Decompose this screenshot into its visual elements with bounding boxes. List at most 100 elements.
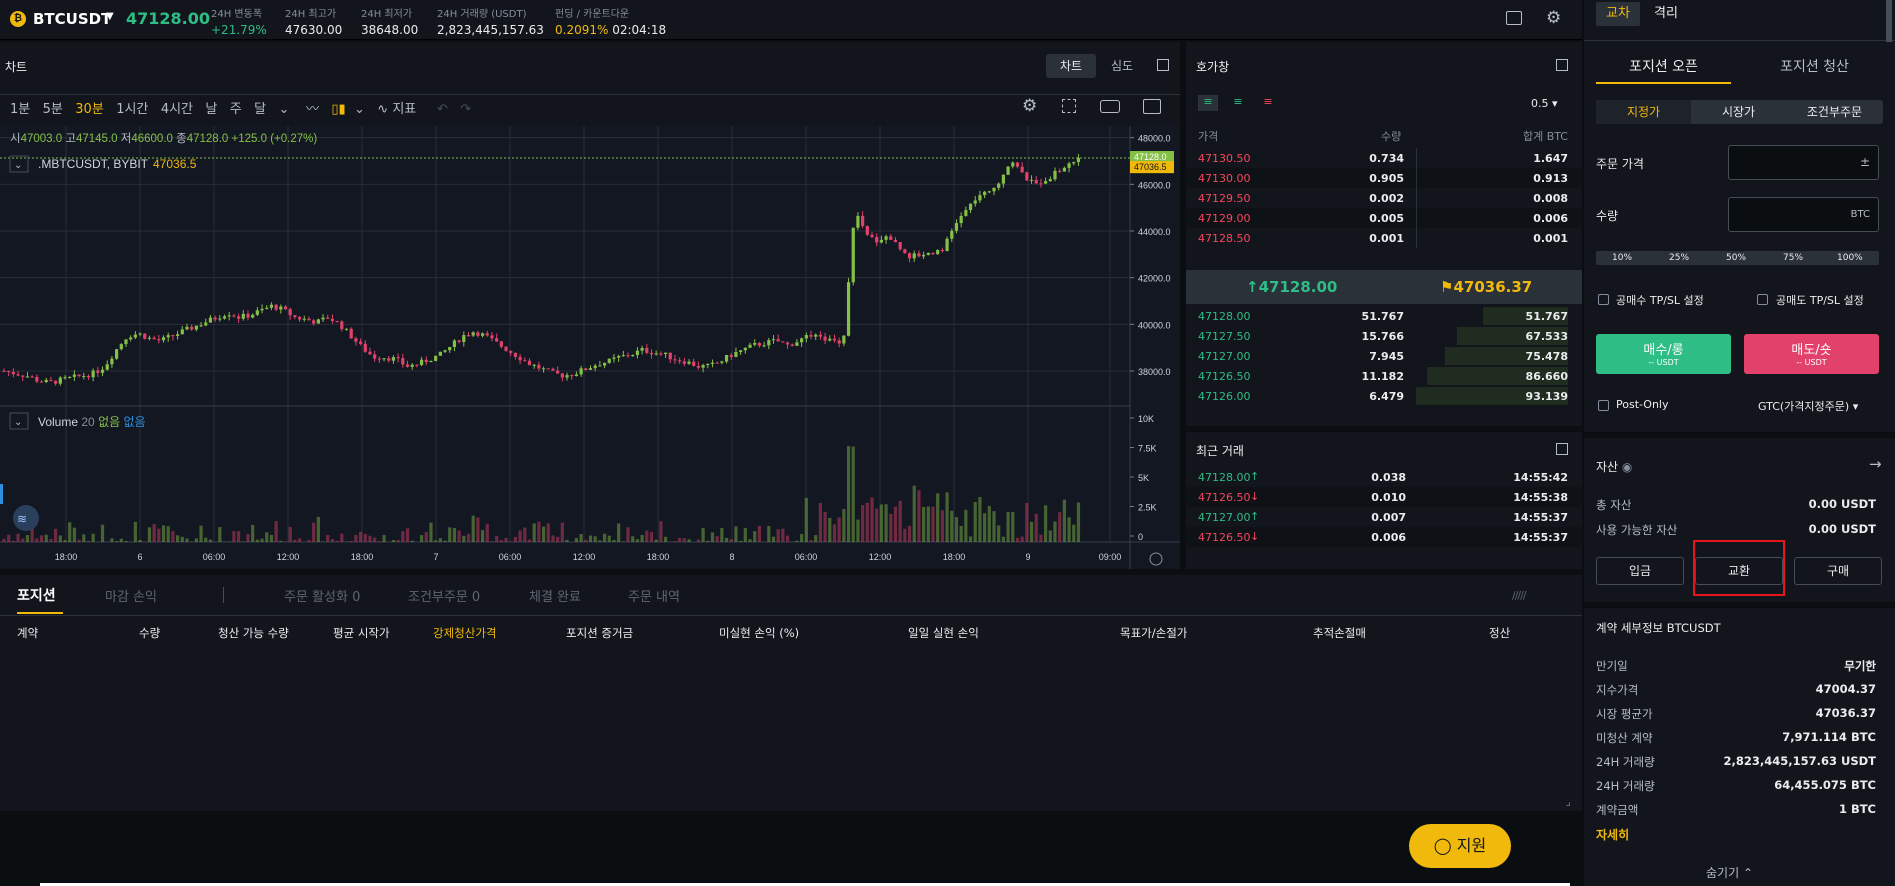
tab-active-orders[interactable]: 주문 활성화 0	[284, 590, 361, 605]
volume-bar	[729, 539, 733, 542]
more-link[interactable]: 자세히	[1596, 828, 1630, 842]
chevron-down-icon[interactable]: ⌄	[353, 102, 365, 117]
order-type-limit[interactable]: 지정가	[1596, 100, 1691, 124]
volume-bar	[954, 517, 959, 542]
expand-icon[interactable]	[1556, 59, 1568, 71]
bid-row[interactable]: 47127.50 15.766 67.533	[1186, 326, 1582, 346]
precision-select[interactable]: 0.5 ▾	[1531, 97, 1558, 110]
line-chart-icon[interactable]: 〰	[305, 102, 319, 117]
volume-bar	[349, 540, 353, 542]
tpsl-sell-checkbox[interactable]	[1757, 294, 1768, 305]
sell-short-button[interactable]: 매도/숏 -- USDT	[1744, 334, 1879, 374]
exchange-button[interactable]: 교환	[1695, 557, 1783, 585]
mode-cross[interactable]: 교차	[1596, 2, 1640, 26]
settings-icon[interactable]: ⚙	[1022, 96, 1038, 116]
indicator-button[interactable]: 지표	[392, 102, 417, 117]
bid-row[interactable]: 47126.00 6.479 93.139	[1186, 386, 1582, 406]
tab-close-position[interactable]: 포지션 청산	[1780, 59, 1849, 75]
pct-10[interactable]: 10%	[1612, 253, 1633, 263]
fullscreen-icon[interactable]	[1062, 99, 1076, 113]
volume-bar	[687, 539, 691, 542]
chart-title: 차트	[5, 60, 28, 74]
list-icon[interactable]	[1143, 99, 1161, 114]
candle-body	[499, 341, 503, 347]
filter-icon[interactable]: /////	[1512, 589, 1526, 602]
interval-month[interactable]: 달	[254, 102, 267, 117]
symbol-selector[interactable]: BTCUSDT	[33, 10, 112, 28]
bid-row[interactable]: 47126.50 11.182 86.660	[1186, 366, 1582, 386]
panel-scrollbar[interactable]	[1886, 0, 1892, 42]
tif-select[interactable]: GTC(가격지정주문) ▾	[1758, 400, 1859, 413]
order-type-market[interactable]: 시장가	[1721, 105, 1756, 119]
undo-icon[interactable]: ↶	[436, 102, 448, 117]
pct-50[interactable]: 50%	[1726, 253, 1747, 263]
chevron-down-icon[interactable]: ⌄	[278, 102, 290, 117]
buy-crypto-button[interactable]: 구매	[1794, 557, 1882, 585]
ask-row[interactable]: 47130.50 0.734 1.647	[1186, 148, 1582, 168]
tab-depth[interactable]: 심도	[1110, 59, 1134, 73]
layout-icon[interactable]	[1506, 11, 1522, 25]
col-price: 가격	[1198, 130, 1219, 143]
tpsl-buy-checkbox[interactable]	[1598, 294, 1609, 305]
chevron-down-icon[interactable]: ▼	[106, 11, 114, 22]
volume-bars	[2, 446, 1081, 542]
tab-positions[interactable]: 포지션	[17, 588, 56, 604]
tab-order-history[interactable]: 주문 내역	[628, 590, 680, 605]
volume-bar	[171, 531, 175, 542]
candle-body	[673, 359, 677, 361]
price-input[interactable]: ±	[1728, 145, 1879, 180]
qty-input[interactable]: BTC	[1728, 197, 1879, 232]
tab-closed-pnl[interactable]: 마감 손익	[105, 590, 157, 605]
view-asks-icon[interactable]: ≡	[1263, 95, 1273, 108]
mode-isolated[interactable]: 격리	[1654, 6, 1678, 21]
candlestick-icon[interactable]: ▯▮	[331, 102, 346, 117]
swap-icon[interactable]: ±	[1859, 155, 1870, 169]
candle-body	[865, 226, 869, 235]
interval-day[interactable]: 날	[205, 102, 218, 117]
camera-icon[interactable]	[1100, 100, 1120, 113]
tab-filled[interactable]: 체결 완료	[529, 590, 581, 605]
scrollbar[interactable]	[40, 883, 1570, 886]
deposit-button[interactable]: 입금	[1596, 557, 1684, 585]
tab-conditional[interactable]: 조건부주문 0	[408, 590, 481, 605]
eye-icon[interactable]: ◉	[1621, 460, 1633, 474]
support-button[interactable]: ◯ 지원	[1409, 824, 1511, 868]
indicator-icon[interactable]: ∿	[377, 102, 389, 117]
pct-25[interactable]: 25%	[1669, 253, 1690, 263]
ask-row[interactable]: 47129.00 0.005 0.006	[1186, 208, 1582, 228]
interval-1h[interactable]: 1시간	[116, 102, 149, 117]
ask-row[interactable]: 47129.50 0.002 0.008	[1186, 188, 1582, 208]
bid-row[interactable]: 47127.00 7.945 75.478	[1186, 346, 1582, 366]
expand-icon[interactable]	[1157, 59, 1169, 71]
view-bids-icon[interactable]: ≡	[1233, 95, 1243, 108]
tab-open-position[interactable]: 포지션 오픈	[1629, 59, 1698, 75]
redo-icon[interactable]: ↷	[460, 102, 472, 117]
arrow-right-icon[interactable]: →	[1869, 455, 1882, 473]
expand-icon[interactable]	[1556, 443, 1568, 455]
gear-icon[interactable]: ⚙	[1546, 8, 1562, 28]
candle-body	[288, 309, 292, 316]
bid-row[interactable]: 47128.00 51.767 51.767	[1186, 306, 1582, 326]
tab-chart[interactable]: 차트	[1046, 54, 1096, 78]
order-type-conditional[interactable]: 조건부주문	[1806, 105, 1863, 119]
post-only-checkbox[interactable]	[1598, 400, 1609, 411]
arrow-up-icon: ↑	[1250, 510, 1260, 523]
interval-4h[interactable]: 4시간	[160, 102, 194, 117]
pct-100[interactable]: 100%	[1837, 253, 1863, 263]
interval-1m[interactable]: 1분	[10, 102, 31, 117]
ask-row[interactable]: 47128.50 0.001 0.001	[1186, 228, 1582, 248]
pct-75[interactable]: 75%	[1783, 253, 1804, 263]
ask-row[interactable]: 47130.00 0.905 0.913	[1186, 168, 1582, 188]
trades-title: 최근 거래	[1196, 444, 1244, 458]
price-chart[interactable]: 48000.0 46000.0 44000.0 42000.0 40000.0 38000…	[0, 126, 1180, 569]
buy-long-button[interactable]: 매수/롱 -- USDT	[1596, 334, 1731, 374]
hide-toggle[interactable]: 숨기기 ⌃	[1706, 866, 1754, 880]
interval-5m[interactable]: 5분	[42, 102, 63, 117]
resize-handle[interactable]: ⌟	[1566, 797, 1571, 808]
candle-body	[898, 242, 902, 250]
interval-30m[interactable]: 30분	[75, 102, 104, 117]
candle-body	[954, 223, 959, 231]
interval-week[interactable]: 주	[229, 102, 242, 117]
view-both-icon[interactable]: ≡	[1198, 95, 1218, 111]
volume-bar	[598, 540, 602, 542]
